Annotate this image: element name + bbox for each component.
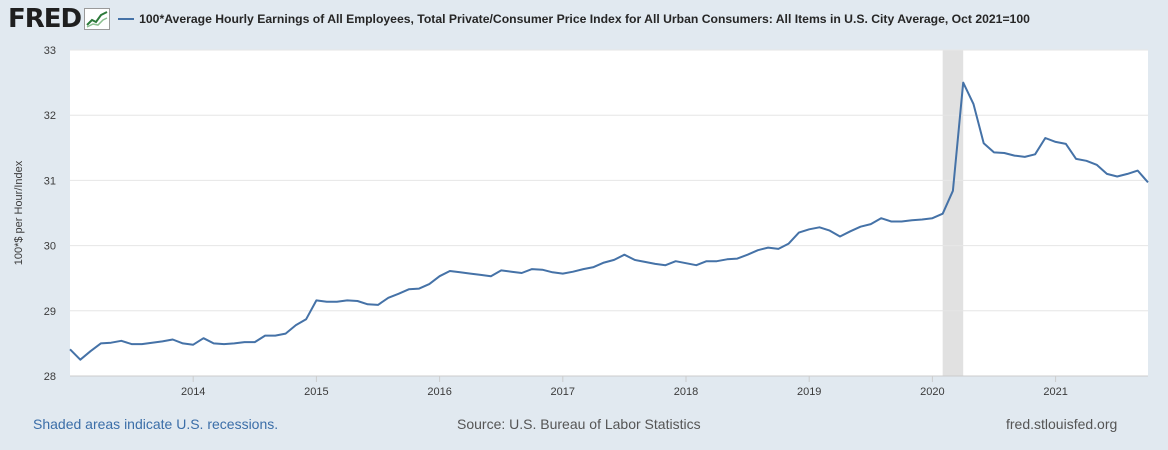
y-tick-label: 32 [44,110,56,122]
chart-legend: 100*Average Hourly Earnings of All Emplo… [118,12,1030,26]
recessions-note[interactable]: Shaded areas indicate U.S. recessions. [33,416,279,432]
x-tick-label: 2017 [551,386,575,398]
legend-line-swatch [118,18,135,20]
x-tick-label: 2015 [304,386,328,398]
data-source: Source: U.S. Bureau of Labor Statistics [457,416,701,432]
plot-area [70,50,1148,376]
x-tick-label: 2021 [1043,386,1067,398]
series-line [69,81,1149,361]
line-chart: 28 29 30 31 32 33 2014 2015 2016 2017 2018 2019 2020… [13,45,1149,398]
x-tick-label: 2014 [181,386,205,398]
chart-header: FRED 100*Average Hourly Earnings of All … [8,4,1158,34]
fred-logo[interactable]: FRED [8,4,111,34]
legend-label: 100*Average Hourly Earnings of All Emplo… [139,12,1030,26]
y-axis-title: 100*$ per Hour/Index [13,160,25,265]
logo-text: FRED [8,4,82,34]
site-url[interactable]: fred.stlouisfed.org [1006,416,1118,432]
y-tick-label: 30 [44,241,56,253]
y-tick-label: 31 [44,175,56,187]
y-tick-label: 28 [44,371,56,383]
x-tick-label: 2016 [427,386,451,398]
trend-chart-icon [84,8,111,30]
x-tick-label: 2020 [920,386,944,398]
recession-band [942,50,964,376]
y-tick-label: 29 [44,306,56,318]
x-tick-label: 2019 [797,386,821,398]
x-tick-label: 2018 [674,386,698,398]
y-tick-label: 33 [44,45,56,57]
